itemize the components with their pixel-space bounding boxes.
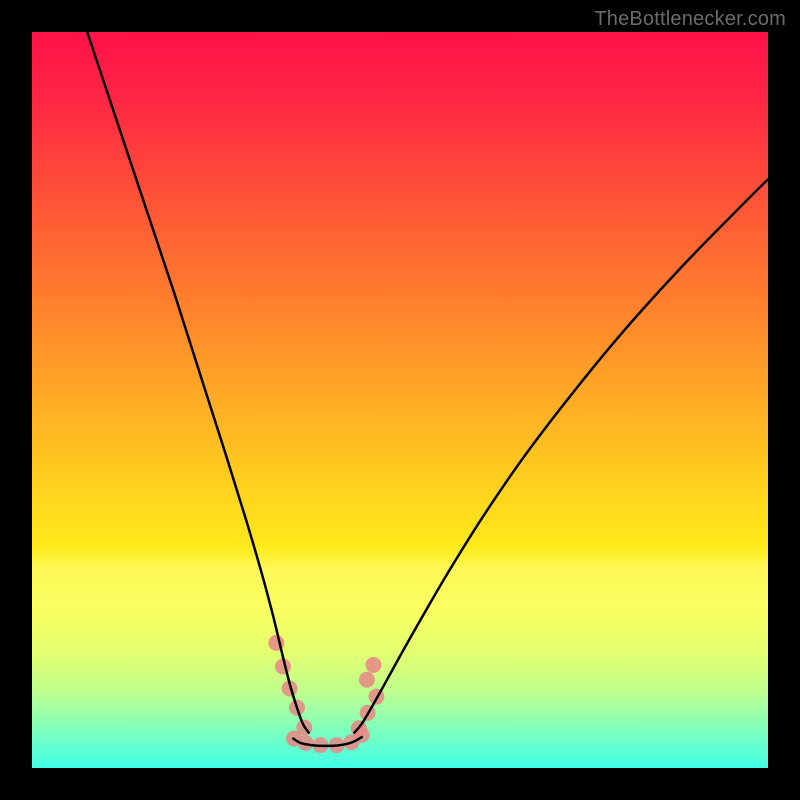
bottom-glow-band bbox=[32, 547, 768, 768]
canvas-outer: TheBottlenecker.com bbox=[0, 0, 800, 800]
plot-area bbox=[32, 32, 768, 768]
watermark-label: TheBottlenecker.com bbox=[594, 8, 786, 31]
